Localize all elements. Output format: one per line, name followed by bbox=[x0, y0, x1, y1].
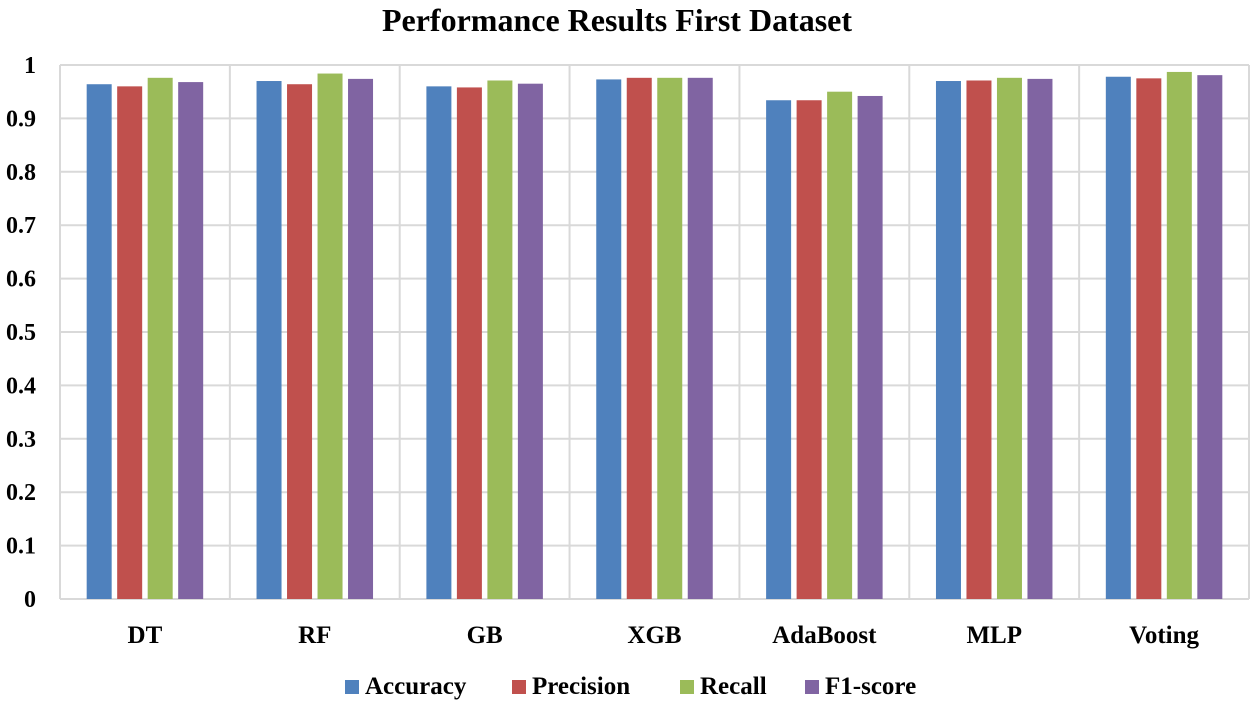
y-tick-label: 0.9 bbox=[6, 106, 36, 132]
y-tick-label: 0.7 bbox=[6, 213, 36, 239]
legend-swatch-accuracy bbox=[345, 680, 359, 694]
bar-f1-score-xgb bbox=[687, 77, 713, 600]
bars bbox=[86, 71, 1223, 600]
bar-recall-mlp bbox=[996, 77, 1022, 600]
x-category-label: GB bbox=[467, 622, 503, 649]
y-tick-label: 0.1 bbox=[6, 534, 36, 560]
y-tick-label: 1 bbox=[24, 53, 36, 79]
y-tick-label: 0 bbox=[24, 587, 36, 613]
legend-swatch-precision bbox=[512, 680, 526, 694]
bar-accuracy-rf bbox=[256, 81, 282, 599]
x-category-label: Voting bbox=[1129, 622, 1199, 649]
legend-label: Precision bbox=[532, 673, 630, 700]
bar-accuracy-adaboost bbox=[766, 100, 792, 599]
x-axis-labels: DT RF GB XGB AdaBoost MLP Voting bbox=[128, 622, 1200, 649]
bar-precision-dt bbox=[117, 86, 143, 600]
x-category-label: DT bbox=[128, 622, 163, 649]
y-tick-label: 0.3 bbox=[6, 427, 36, 453]
bar-f1-score-voting bbox=[1197, 75, 1223, 599]
legend-swatch-recall bbox=[680, 680, 694, 694]
bar-accuracy-mlp bbox=[935, 81, 961, 599]
bar-f1-score-adaboost bbox=[857, 95, 883, 600]
chart-title: Performance Results First Dataset bbox=[382, 2, 852, 38]
legend-swatch-f1-score bbox=[805, 680, 819, 694]
grid bbox=[59, 64, 1250, 600]
bar-precision-adaboost bbox=[796, 100, 822, 599]
bar-recall-rf bbox=[317, 73, 343, 599]
x-category-label: AdaBoost bbox=[772, 622, 877, 649]
bar-accuracy-voting bbox=[1105, 76, 1131, 600]
y-tick-label: 0.8 bbox=[6, 160, 36, 186]
bar-recall-gb bbox=[487, 80, 513, 599]
bar-precision-rf bbox=[287, 84, 313, 599]
bar-recall-voting bbox=[1166, 71, 1192, 599]
y-tick-label: 0.2 bbox=[6, 480, 36, 506]
bar-precision-mlp bbox=[966, 80, 992, 599]
bar-f1-score-rf bbox=[348, 78, 374, 599]
y-tick-label: 0.6 bbox=[6, 267, 36, 293]
bar-recall-dt bbox=[147, 77, 173, 600]
legend-label: Recall bbox=[700, 673, 767, 700]
bar-f1-score-gb bbox=[517, 83, 543, 599]
bar-accuracy-dt bbox=[86, 84, 112, 599]
bar-f1-score-mlp bbox=[1027, 78, 1053, 599]
x-category-label: XGB bbox=[627, 622, 681, 649]
bar-precision-voting bbox=[1136, 78, 1162, 600]
bar-accuracy-xgb bbox=[596, 79, 622, 600]
legend-label: F1-score bbox=[825, 673, 916, 700]
x-category-label: MLP bbox=[966, 622, 1022, 649]
bar-f1-score-dt bbox=[178, 82, 204, 599]
y-tick-label: 0.4 bbox=[6, 373, 36, 399]
legend-label: Accuracy bbox=[365, 673, 467, 700]
bar-accuracy-gb bbox=[426, 86, 452, 600]
bar-recall-xgb bbox=[657, 77, 683, 600]
bar-precision-xgb bbox=[626, 77, 652, 600]
y-axis-ticks: 0 0.1 0.2 0.3 0.4 0.5 0.6 0.7 0.8 0.9 1 bbox=[6, 53, 36, 613]
bar-precision-gb bbox=[456, 87, 482, 599]
y-tick-label: 0.5 bbox=[6, 320, 36, 346]
legend: Accuracy Precision Recall F1-score bbox=[345, 673, 916, 700]
bar-recall-adaboost bbox=[827, 91, 853, 599]
x-category-label: RF bbox=[298, 622, 331, 649]
